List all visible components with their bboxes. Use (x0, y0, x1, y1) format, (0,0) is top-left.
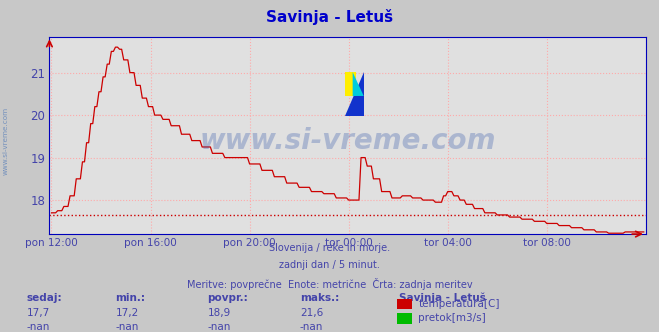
Text: www.si-vreme.com: www.si-vreme.com (3, 107, 9, 175)
Text: -nan: -nan (208, 322, 231, 332)
Text: temperatura[C]: temperatura[C] (418, 299, 500, 309)
Text: Savinja - Letuš: Savinja - Letuš (266, 9, 393, 25)
Text: min.:: min.: (115, 293, 146, 303)
Text: Slovenija / reke in morje.: Slovenija / reke in morje. (269, 243, 390, 253)
Text: -nan: -nan (300, 322, 323, 332)
Text: maks.:: maks.: (300, 293, 339, 303)
Text: -nan: -nan (115, 322, 138, 332)
Text: -nan: -nan (26, 322, 49, 332)
Polygon shape (353, 72, 364, 96)
Text: 17,2: 17,2 (115, 308, 138, 318)
Text: 21,6: 21,6 (300, 308, 323, 318)
Text: 17,7: 17,7 (26, 308, 49, 318)
Text: Meritve: povprečne  Enote: metrične  Črta: zadnja meritev: Meritve: povprečne Enote: metrične Črta:… (186, 278, 473, 290)
Bar (345, 72, 356, 96)
Text: 18,9: 18,9 (208, 308, 231, 318)
Text: sedaj:: sedaj: (26, 293, 62, 303)
Text: Savinja - Letuš: Savinja - Letuš (399, 293, 486, 303)
Text: povpr.:: povpr.: (208, 293, 248, 303)
Text: www.si-vreme.com: www.si-vreme.com (200, 127, 496, 155)
Polygon shape (345, 72, 364, 116)
Text: zadnji dan / 5 minut.: zadnji dan / 5 minut. (279, 260, 380, 270)
Text: pretok[m3/s]: pretok[m3/s] (418, 313, 486, 323)
